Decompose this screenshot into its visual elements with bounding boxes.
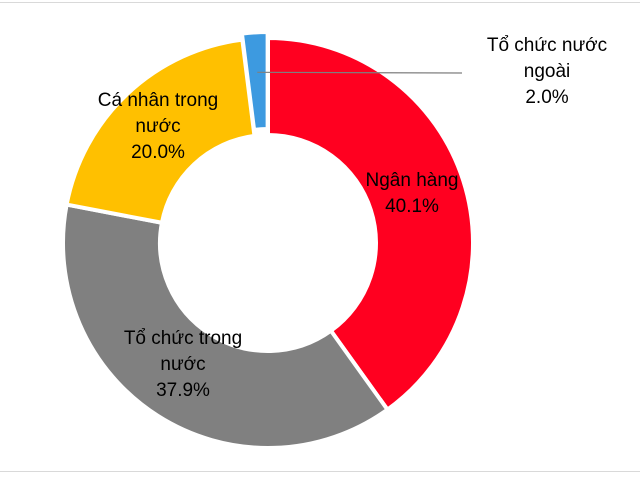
leader-line [257, 71, 463, 74]
slice-ca-nhan-trong-nuoc [64, 37, 257, 226]
label-text: nước [160, 354, 205, 375]
label-text: ngoài [524, 61, 571, 82]
label-text: Tổ chức nước [487, 35, 607, 56]
data-label-ca-nhan-trong-nuoc: Cá nhân trong nước 20.0% [98, 90, 218, 163]
data-label-to-chuc-trong-nuoc: Tổ chức trong nước 37.9% [124, 328, 242, 401]
percent-text: 37.9% [156, 380, 210, 401]
data-label-ngan-hang: Ngân hàng 40.1% [366, 170, 459, 217]
top-border [0, 2, 640, 3]
percent-text: 20.0% [131, 142, 185, 163]
label-text: Tổ chức trong [124, 328, 242, 349]
bottom-border [0, 471, 640, 472]
label-text: Ngân hàng [366, 170, 459, 191]
percent-text: 2.0% [525, 87, 568, 108]
slice-ngan-hang [266, 35, 475, 413]
percent-text: 40.1% [385, 196, 439, 217]
label-text: nước [135, 116, 180, 137]
slice-to-chuc-nuoc-ngoai [239, 30, 270, 133]
label-text: Cá nhân trong [98, 90, 218, 111]
slice-to-chuc-trong-nuoc [61, 202, 391, 450]
data-label-to-chuc-nuoc-ngoai: Tổ chức nước ngoài 2.0% [487, 35, 607, 108]
